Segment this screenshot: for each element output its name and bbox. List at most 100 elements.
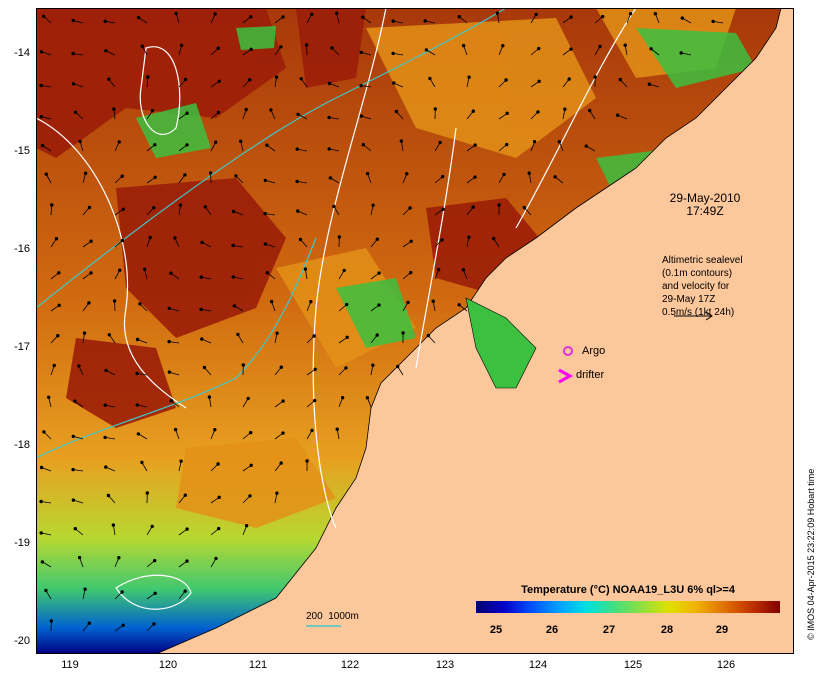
velocity-arrow-head: [208, 171, 213, 175]
velocity-arrow-head: [146, 75, 150, 79]
velocity-arrow-head: [340, 396, 345, 400]
velocity-arrow-head: [359, 50, 363, 55]
altimetry-line-4: 29-May 17Z: [662, 294, 716, 305]
velocity-arrow-head: [50, 203, 54, 207]
velocity-arrow-head: [263, 178, 267, 183]
velocity-arrow-head: [138, 302, 142, 306]
velocity-arrow-head: [174, 11, 178, 16]
velocity-arrow-head: [39, 465, 44, 470]
velocity-arrow-head: [588, 108, 592, 113]
velocity-arrow-head: [269, 299, 274, 304]
velocity-arrow-head: [249, 15, 253, 19]
velocity-arrow-head: [136, 432, 141, 436]
velocity-arrow-head: [649, 47, 653, 51]
velocity-arrow-head: [522, 205, 526, 210]
velocity-arrow-head: [200, 337, 204, 341]
altimetry-line-3: and velocity for: [662, 281, 730, 292]
velocity-arrow-head: [461, 268, 466, 272]
velocity-arrow-head: [231, 209, 236, 214]
velocity-arrow-head: [153, 143, 157, 147]
velocity-arrow-head: [391, 19, 395, 23]
velocity-arrow-head: [136, 15, 141, 20]
velocity-arrow-head: [200, 240, 204, 245]
velocity-arrow-head: [199, 307, 203, 312]
velocity-arrow-head: [89, 239, 93, 243]
velocity-arrow-head: [179, 459, 183, 463]
velocity-arrow-head: [145, 491, 149, 495]
lat-label-20: -20: [14, 635, 30, 647]
velocity-arrow-head: [216, 46, 220, 50]
velocity-arrow-head: [107, 333, 111, 337]
velocity-arrow-head: [265, 271, 269, 275]
velocity-arrow-head: [107, 77, 111, 81]
velocity-arrow-head: [623, 43, 627, 47]
velocity-arrow-head: [467, 235, 471, 239]
velocity-arrow-head: [337, 235, 341, 239]
velocity-arrow-head: [616, 113, 620, 117]
map-border: [36, 8, 794, 654]
altimetry-line-5: 0.5m/s (1kt 24h): [662, 307, 735, 318]
velocity-arrow-head: [152, 205, 156, 210]
argo-marker: [563, 346, 573, 356]
drifter-label: drifter: [576, 369, 605, 381]
velocity-arrow-head: [104, 465, 108, 469]
velocity-arrow-head: [310, 12, 314, 16]
lon-label-124: 124: [528, 659, 548, 671]
velocity-arrow-head: [153, 175, 157, 179]
velocity-arrow-head: [501, 44, 505, 48]
velocity-arrow-head: [424, 48, 429, 52]
velocity-arrow-head: [312, 334, 316, 338]
velocity-arrow-head: [359, 114, 364, 118]
colorbar-title: Temperature (°C) NOAA19_L3U 6% ql>=4: [521, 584, 735, 596]
velocity-arrow-head: [553, 175, 557, 179]
velocity-arrow-head: [49, 619, 53, 623]
velocity-arrow-head: [433, 107, 437, 111]
velocity-arrow-head: [217, 495, 221, 499]
altimetry-line-2: (0.1m contours): [662, 268, 733, 279]
velocity-arrow-head: [135, 337, 140, 342]
depth-legend-label: 200 1000m: [306, 611, 359, 622]
velocity-arrow-head: [679, 51, 683, 55]
velocity-arrow-head: [473, 175, 477, 179]
credit-label: © IMOS 04-Apr-2015 23:22:09 Hobart time: [806, 468, 816, 640]
velocity-arrow-head: [375, 333, 379, 337]
velocity-arrow-head: [185, 111, 189, 115]
velocity-arrow-head: [185, 143, 189, 147]
velocity-arrow-head: [457, 14, 461, 19]
velocity-arrow-head: [396, 364, 400, 369]
velocity-arrow-head: [505, 111, 509, 115]
velocity-arrow-head: [207, 395, 212, 399]
velocity-arrow-head: [601, 14, 605, 19]
altimetry-line-1: Altimetric sealevel: [662, 255, 743, 266]
velocity-arrow-head: [467, 75, 471, 79]
velocity-arrow-head: [73, 527, 77, 531]
velocity-arrow-head: [71, 82, 76, 86]
velocity-arrow-head: [269, 108, 273, 112]
velocity-arrow-head: [120, 590, 124, 594]
velocity-arrow-head: [436, 268, 441, 272]
velocity-arrow-head: [275, 331, 279, 335]
velocity-arrow-head: [461, 43, 466, 48]
velocity-arrow-head: [441, 174, 445, 179]
velocity-arrow-head: [394, 109, 399, 114]
velocity-arrow-head: [103, 19, 107, 23]
velocity-arrow-head: [104, 368, 108, 373]
velocity-arrow-head: [39, 499, 43, 504]
velocity-arrow-head: [505, 142, 509, 147]
velocity-arrow-head: [238, 139, 243, 143]
velocity-arrow-head: [441, 207, 445, 211]
velocity-arrow-head: [214, 556, 218, 561]
velocity-arrow-head: [39, 50, 44, 54]
velocity-arrow-head: [303, 267, 308, 271]
velocity-arrow-head: [275, 491, 279, 495]
velocity-arrow-head: [152, 622, 156, 626]
velocity-arrow-head: [345, 335, 349, 339]
velocity-arrows: [39, 11, 724, 632]
velocity-arrow-head: [231, 275, 235, 279]
velocity-arrow-head: [213, 140, 218, 144]
altimetry-note: Altimetric sealevel (0.1m contours) and …: [662, 254, 743, 319]
velocity-arrow-head: [173, 236, 177, 240]
velocity-arrow-head: [618, 77, 622, 82]
velocity-arrow-head: [361, 142, 365, 147]
velocity-arrow-head: [120, 238, 125, 243]
